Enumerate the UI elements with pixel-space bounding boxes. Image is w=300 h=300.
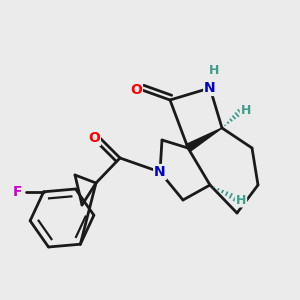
Text: H: H [209, 64, 219, 76]
Text: O: O [88, 131, 100, 145]
Text: O: O [130, 83, 142, 97]
Text: F: F [13, 185, 22, 199]
Text: H: H [241, 103, 251, 116]
Text: N: N [204, 81, 216, 95]
Text: N: N [154, 165, 166, 179]
Text: H: H [236, 194, 246, 206]
Polygon shape [186, 128, 222, 152]
